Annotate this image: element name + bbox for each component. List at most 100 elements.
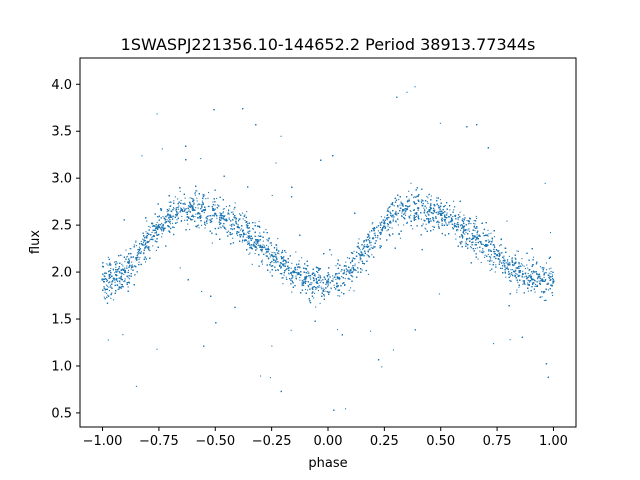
cloud-point [119,282,121,284]
cloud-point [499,245,501,247]
cloud-point [280,252,283,254]
cloud-point [230,211,232,213]
cloud-point [509,262,511,264]
cloud-point [505,262,507,264]
cloud-point [232,228,234,231]
cloud-point [459,225,462,227]
cloud-point [193,203,195,205]
cloud-point [185,211,187,213]
cloud-point [211,215,213,217]
cloud-point [425,215,427,217]
cloud-point [121,285,123,287]
cloud-point [438,211,440,213]
cloud-point [139,249,141,252]
cloud-point [536,284,539,286]
cloud-point [425,207,428,209]
cloud-point [465,241,467,243]
cloud-point [194,194,196,196]
cloud-point [453,206,456,208]
cloud-point [123,273,125,275]
cloud-point [511,271,513,274]
cloud-point [455,214,457,216]
cloud-point [319,281,321,284]
cloud-point [552,294,554,296]
cloud-point [265,252,267,254]
cloud-point [109,274,111,276]
cloud-point [269,242,271,244]
cloud-point [149,250,151,252]
cloud-point [421,199,423,201]
cloud-point [406,221,408,223]
cloud-point [482,249,484,251]
cloud-point [377,230,379,232]
cloud-point [342,273,344,275]
cloud-point [162,215,164,218]
cloud-point [441,223,443,225]
cloud-point [257,239,259,241]
cloud-point [110,267,112,270]
cloud-point [493,253,495,255]
cloud-point [397,206,399,208]
cloud-point [390,215,392,217]
cloud-point [397,224,399,226]
cloud-point [520,263,522,265]
cloud-point [539,266,541,268]
cloud-point [469,237,471,239]
cloud-point [283,263,285,265]
cloud-point [277,268,279,271]
cloud-point [430,195,432,197]
cloud-point [452,226,454,228]
cloud-point [410,214,412,216]
cloud-point [106,285,108,287]
cloud-point [206,221,208,223]
cloud-point [268,249,270,251]
cloud-point [543,290,545,293]
cloud-point [524,268,527,270]
cloud-point [172,207,175,209]
cloud-point [241,231,244,233]
cloud-point [489,256,491,258]
cloud-point [224,215,226,217]
cloud-point [124,278,126,280]
cloud-point [534,280,536,282]
cloud-point [128,278,131,280]
cloud-point [254,235,256,237]
cloud-point [266,250,268,252]
cloud-point [122,334,124,336]
cloud-point [181,215,183,218]
cloud-point [216,217,218,219]
cloud-point [197,207,199,209]
cloud-point [474,230,476,232]
cloud-point [310,284,312,286]
cloud-point [246,226,248,228]
cloud-point [398,198,400,201]
cloud-point [227,213,229,215]
cloud-point [417,214,419,216]
cloud-point [476,247,478,249]
cloud-point [475,241,477,244]
cloud-point [142,243,144,246]
cloud-point [233,208,235,210]
cloud-point [479,250,481,252]
cloud-point [389,226,391,228]
cloud-point [478,240,480,242]
cloud-point [255,235,257,238]
cloud-point [259,232,261,234]
cloud-point [551,277,554,279]
cloud-point [502,259,505,261]
cloud-point [192,209,195,212]
cloud-point [495,264,497,266]
cloud-point [262,244,264,246]
cloud-point [379,231,381,233]
cloud-point [476,234,478,236]
cloud-point [276,247,278,249]
cloud-point [492,244,494,246]
cloud-point [359,259,361,261]
cloud-point [545,262,547,264]
cloud-point [296,269,298,271]
cloud-point [247,231,249,233]
cloud-point [471,238,473,240]
cloud-point [290,272,292,274]
cloud-point [220,227,222,229]
cloud-point [432,229,434,231]
